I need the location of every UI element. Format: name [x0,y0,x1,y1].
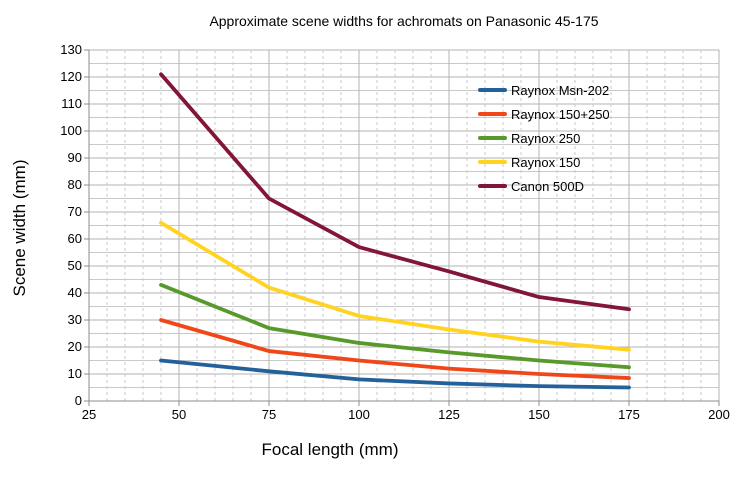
x-tick-label: 25 [81,407,97,422]
legend-item: Raynox 150 [478,150,610,174]
x-tick-label: 50 [171,407,187,422]
series-line-raynox-150-250 [159,318,631,380]
x-tick-label: 100 [348,407,370,422]
axis-ticks [84,49,720,406]
legend: Raynox Msn-202 Raynox 150+250 Raynox 250 Ra… [478,78,610,198]
y-tick-label: 80 [67,177,82,192]
y-tick-label: 120 [60,69,82,84]
legend-item: Canon 500D [478,174,610,198]
x-tick-label: 200 [708,407,730,422]
y-tick-label: 50 [67,258,82,273]
series-line-raynox-msn-202 [159,358,631,390]
series-line-raynox-150 [159,220,631,352]
y-tick-label: 90 [67,150,82,165]
y-tick-label: 10 [67,366,82,381]
y-tick-label: 20 [67,339,82,354]
legend-label: Raynox Msn-202 [511,82,610,98]
legend-swatch [478,160,507,164]
legend-item: Raynox 150+250 [478,102,610,126]
legend-swatch [478,136,507,140]
legend-swatch [478,184,507,188]
legend-swatch [478,88,507,92]
vertical-minor-gridlines [106,50,702,401]
legend-swatch [478,112,507,116]
y-tick-label: 60 [67,231,82,246]
legend-label: Raynox 250 [511,130,581,146]
y-tick-label: 30 [67,312,82,327]
y-tick-label: 100 [60,123,82,138]
y-tick-label: 130 [60,42,82,57]
x-axis-title: Focal length (mm) [261,440,399,459]
x-tick-label: 150 [528,407,550,422]
legend-item: Raynox Msn-202 [478,78,610,102]
y-axis-title: Scene width (mm) [10,159,29,297]
x-tick-label: 75 [261,407,277,422]
y-tick-label: 0 [74,393,82,408]
horizontal-gridlines [89,49,719,388]
plot-area [84,49,720,406]
legend-item: Raynox 250 [478,126,610,150]
legend-label: Canon 500D [511,178,584,194]
x-tick-label: 175 [618,407,640,422]
y-tick-label: 110 [61,96,82,111]
chart-svg [84,49,720,406]
chart-title: Approximate scene widths for achromats o… [209,13,599,29]
legend-label: Raynox 150 [511,154,581,170]
series-line-raynox-250 [159,282,631,370]
x-tick-label: 125 [438,407,460,422]
series-line-canon-500d [159,72,631,312]
legend-label: Raynox 150+250 [511,106,610,122]
y-tick-label: 70 [67,204,82,219]
y-tick-label: 40 [67,285,82,300]
